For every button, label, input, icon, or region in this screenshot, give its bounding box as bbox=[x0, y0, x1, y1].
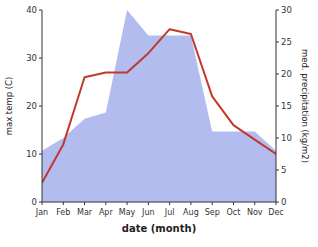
y2-tick bbox=[276, 74, 279, 75]
y-tick bbox=[39, 58, 42, 59]
x-tick bbox=[148, 202, 149, 205]
y2-tick-label: 20 bbox=[281, 69, 292, 79]
x-tick-label: Aug bbox=[183, 208, 199, 217]
y2-tick bbox=[276, 10, 279, 11]
x-tick bbox=[233, 202, 234, 205]
y2-tick bbox=[276, 170, 279, 171]
y2-tick bbox=[276, 138, 279, 139]
x-axis bbox=[42, 202, 276, 203]
x-tick-label: Sep bbox=[205, 208, 220, 217]
x-tick bbox=[127, 202, 128, 205]
x-tick-label: May bbox=[119, 208, 136, 217]
x-tick-label: Jun bbox=[141, 208, 155, 217]
y-tick-label: 30 bbox=[26, 53, 37, 63]
y-tick bbox=[39, 106, 42, 107]
y2-tick bbox=[276, 202, 279, 203]
y2-tick-label: 5 bbox=[281, 165, 286, 175]
y2-axis-label: med. precipitation (kg/m2) bbox=[300, 49, 310, 163]
temperature-line bbox=[42, 29, 276, 183]
chart: JanFebMarAprMayJunJulAugSepOctNovDec0102… bbox=[0, 0, 318, 247]
x-axis-label: date (month) bbox=[122, 223, 196, 234]
y-tick-label: 40 bbox=[26, 5, 37, 15]
y-tick-label: 10 bbox=[26, 149, 37, 159]
x-tick-label: Jul bbox=[164, 208, 175, 217]
y-tick bbox=[39, 154, 42, 155]
y-tick-label: 20 bbox=[26, 101, 37, 111]
y2-tick bbox=[276, 42, 279, 43]
x-tick-label: Feb bbox=[56, 208, 70, 217]
x-tick bbox=[169, 202, 170, 205]
y-axis-label: max temp (C) bbox=[4, 77, 14, 136]
x-tick-label: Oct bbox=[227, 208, 241, 217]
y2-tick-label: 10 bbox=[281, 133, 292, 143]
x-tick bbox=[84, 202, 85, 205]
x-tick bbox=[254, 202, 255, 205]
x-tick-label: Nov bbox=[247, 208, 263, 217]
x-tick bbox=[105, 202, 106, 205]
y2-tick-label: 30 bbox=[281, 5, 292, 15]
x-tick bbox=[190, 202, 191, 205]
y2-tick-label: 0 bbox=[281, 197, 286, 207]
y-tick bbox=[39, 10, 42, 11]
x-tick bbox=[63, 202, 64, 205]
y-tick-label: 0 bbox=[32, 197, 37, 207]
x-tick-label: Dec bbox=[268, 208, 283, 217]
x-tick-label: Apr bbox=[99, 208, 114, 217]
y-tick bbox=[39, 202, 42, 203]
y2-tick-label: 25 bbox=[281, 37, 292, 47]
precipitation-area bbox=[42, 10, 276, 202]
x-tick-label: Mar bbox=[77, 208, 93, 217]
x-tick-label: Jan bbox=[35, 208, 48, 217]
y2-tick-label: 15 bbox=[281, 101, 292, 111]
y2-tick bbox=[276, 106, 279, 107]
plot-area bbox=[42, 10, 276, 202]
x-tick bbox=[212, 202, 213, 205]
